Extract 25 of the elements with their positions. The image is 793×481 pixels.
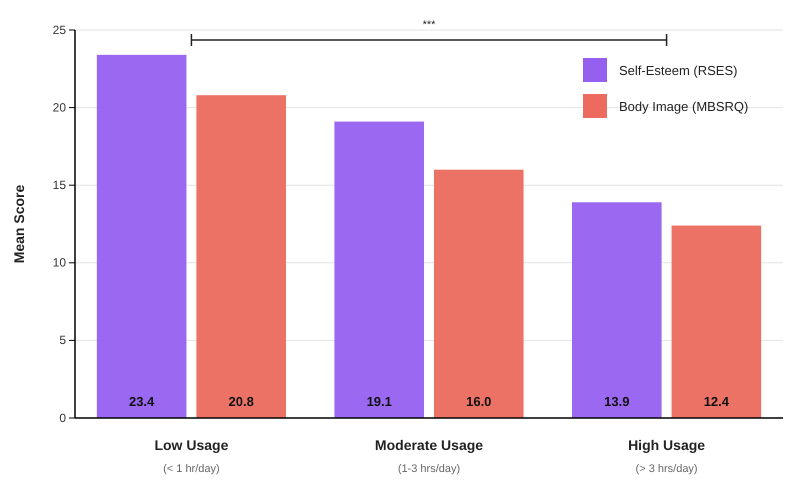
y-tick-label: 5 bbox=[59, 333, 66, 348]
annotation: *** bbox=[422, 19, 436, 31]
y-tick-label: 0 bbox=[59, 410, 66, 425]
bar bbox=[672, 226, 762, 418]
legend-label: Self-Esteem (RSES) bbox=[619, 63, 738, 78]
x-tick-label: High Usage (> 3 hrs/day) bbox=[628, 437, 706, 475]
data-label: 13.9 bbox=[604, 394, 630, 409]
y-tick-label: 10 bbox=[52, 256, 66, 270]
y-axis-title: Mean Score bbox=[11, 184, 27, 264]
bar bbox=[572, 202, 662, 418]
y-tick-label: 20 bbox=[52, 100, 66, 114]
x-tick-label: Low Usage (< 1 hr/day) bbox=[154, 437, 229, 475]
legend-label: Body Image (MBSRQ) bbox=[619, 99, 748, 114]
data-label: 20.8 bbox=[228, 394, 254, 409]
x-tick-label: Moderate Usage (1-3 hrs/day) bbox=[374, 437, 484, 475]
data-label: 23.4 bbox=[128, 394, 156, 409]
y-tick-label: 15 bbox=[52, 178, 66, 192]
y-tick-label: 25 bbox=[52, 22, 66, 37]
bar bbox=[334, 122, 424, 418]
data-label: 12.4 bbox=[704, 394, 730, 409]
bar bbox=[434, 170, 524, 418]
bar bbox=[196, 95, 286, 418]
data-label: 19.1 bbox=[366, 394, 392, 409]
bar bbox=[96, 54, 186, 418]
data-label: 16.0 bbox=[466, 394, 492, 409]
